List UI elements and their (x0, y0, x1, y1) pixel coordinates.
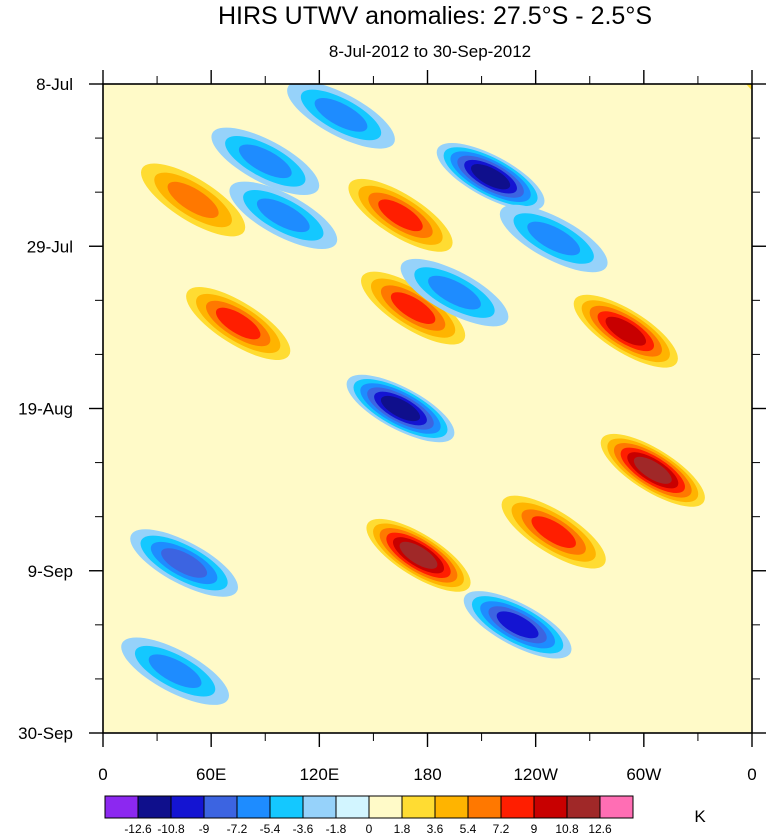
plot-area (102, 67, 771, 734)
anomaly-band-8-3 (531, 516, 576, 548)
colorbar-box-1 (137, 795, 172, 819)
x-tick-label-6: 0 (747, 765, 756, 784)
anomaly-band-0-4 (605, 316, 647, 346)
colorbar-box-4 (236, 795, 271, 819)
y-axis: 8-Jul 29-Jul 19-Aug 9-Sep 30-Sep (18, 75, 766, 743)
colorbar-box-12 (500, 795, 535, 819)
anomaly-contours (121, 67, 771, 705)
y-tick-label-4: 30-Sep (18, 724, 73, 743)
anomaly-band-6-2 (167, 181, 219, 219)
chart-subtitle: 8-Jul-2012 to 30-Sep-2012 (329, 42, 531, 61)
anomaly-band-9-5 (380, 395, 421, 422)
anomaly-band-3-3 (378, 199, 423, 232)
colorbar-box-15 (599, 795, 634, 819)
colorbar-label-6: -1.8 (326, 822, 347, 834)
chart-title: HIRS UTWV anomalies: 27.5°S - 2.5°S (218, 2, 652, 30)
colorbar-box-9 (401, 795, 436, 819)
anomaly-band-17-2 (527, 221, 581, 256)
x-tick-label-5: 60W (626, 765, 661, 784)
colorbar-units: K (694, 807, 706, 826)
colorbar-box-0 (104, 795, 139, 819)
anomaly-band-7-3 (215, 307, 261, 340)
y-tick-label-3: 9-Sep (28, 562, 73, 581)
colorbar-box-10 (434, 795, 469, 819)
y-tick-label-0: 8-Jul (36, 75, 73, 94)
colorbar-box-3 (203, 795, 238, 819)
x-tick-label-1: 60E (196, 765, 226, 784)
colorbar-label-11: 7.2 (493, 822, 510, 834)
colorbar-box-11 (467, 795, 502, 819)
anomaly-band-14-2 (256, 198, 310, 233)
x-tick-label-0: 0 (98, 765, 107, 784)
colorbar-label-8: 1.8 (394, 822, 411, 834)
x-tick-label-2: 120E (299, 765, 339, 784)
anomaly-band-13-2 (238, 144, 292, 179)
x-tick-label-3: 180 (413, 765, 441, 784)
colorbar-box-14 (566, 795, 601, 819)
x-axis: 0 60E 120E 180 120W 60W 0 (98, 70, 757, 784)
colorbar-label-7: 0 (366, 822, 373, 834)
anomaly-band-4-3 (390, 292, 436, 324)
anomaly-band-15-2 (314, 98, 368, 132)
anomaly-band-16-2 (428, 275, 481, 310)
anomaly-band-11-4 (496, 611, 539, 639)
colorbar-label-12: 9 (531, 822, 538, 834)
colorbar-label-5: -3.6 (293, 822, 314, 834)
x-tick-label-4: 120W (513, 765, 557, 784)
y-tick-label-1: 29-Jul (27, 237, 73, 256)
colorbar-box-7 (335, 795, 370, 819)
colorbar: -12.6 -10.8 -9 -7.2 -5.4 -3.6 -1.8 0 1.8 3.6 5.4 7.… (104, 795, 634, 834)
colorbar-label-14: 12.6 (588, 822, 612, 834)
y-tick-label-2: 19-Aug (18, 400, 73, 419)
colorbar-label-9: 3.6 (427, 822, 444, 834)
colorbar-label-2: -9 (199, 822, 210, 834)
anomaly-band-18-2 (148, 654, 202, 689)
anomaly-band-10-5 (471, 164, 511, 190)
colorbar-box-13 (533, 795, 568, 819)
colorbar-box-6 (302, 795, 337, 819)
colorbar-box-2 (170, 795, 205, 819)
colorbar-label-4: -5.4 (260, 822, 281, 834)
colorbar-label-1: -10.8 (157, 822, 185, 834)
colorbar-label-0: -12.6 (124, 822, 152, 834)
anomaly-band-1-5 (633, 456, 672, 484)
colorbar-box-5 (269, 795, 304, 819)
anomaly-band-5-2 (757, 67, 771, 117)
colorbar-label-13: 10.8 (555, 822, 579, 834)
colorbar-label-3: -7.2 (227, 822, 248, 834)
colorbar-box-8 (368, 795, 403, 819)
anomaly-band-12-3 (161, 548, 208, 578)
anomaly-band-2-5 (399, 541, 438, 569)
colorbar-label-10: 5.4 (460, 822, 477, 834)
